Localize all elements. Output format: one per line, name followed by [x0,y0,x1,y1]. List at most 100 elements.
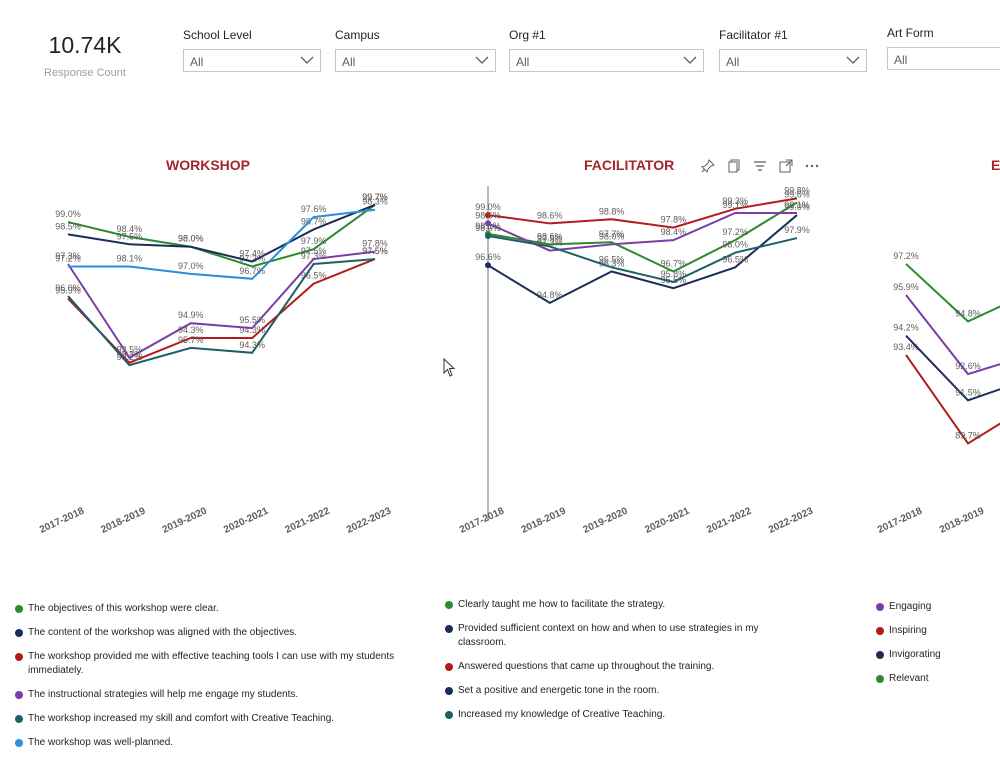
data-label: 96.6% [475,252,501,262]
data-label: 98.4% [661,227,687,237]
data-label: 97.5% [362,246,388,256]
data-label: 94.3% [239,340,265,350]
legend-label: The instructional strategies will help m… [28,689,298,700]
data-label: 92.6% [955,361,981,371]
workshop-legend: The objectives of this workshop were cle… [15,602,415,760]
legend-label: Engaging [889,601,931,612]
legend-marker [876,627,884,635]
legend-item[interactable]: Answered questions that came up througho… [445,660,775,674]
data-label: 97.9% [784,225,810,235]
legend-item[interactable]: Relevant [876,672,996,686]
third-legend: Engaging Inspiring Invigorating Relevant [876,600,996,696]
legend-item[interactable]: Engaging [876,600,996,614]
data-label: 95.7% [178,335,204,345]
legend-label: Invigorating [889,649,941,660]
legend-item[interactable]: The workshop provided me with effective … [15,650,415,678]
data-label: 95.8% [661,269,687,279]
data-label: 93.4% [893,342,919,352]
data-label: 97.8% [661,215,687,225]
data-label: 94.8% [537,290,563,300]
data-label: 99.1% [722,200,748,210]
legend-label: The objectives of this workshop were cle… [28,603,219,614]
legend-label: Provided sufficient context on how and w… [458,623,759,648]
data-label: 99.1% [784,200,810,210]
data-label: 96.7% [661,258,687,268]
legend-item[interactable]: Inspiring [876,624,996,638]
x-tick-label: 2018-2019 [938,505,986,535]
x-tick-label: 2018-2019 [99,505,147,535]
x-tick-label: 2021-2022 [705,505,753,535]
legend-marker [15,653,23,661]
legend-label: Relevant [889,673,928,684]
data-label: 96.0% [55,283,81,293]
legend-item[interactable]: Provided sufficient context on how and w… [445,622,775,650]
x-tick-label: 2021-2022 [284,505,332,535]
legend-marker [445,625,453,633]
legend-marker [445,687,453,695]
x-tick-label: 2020-2021 [643,505,691,535]
legend-marker [15,715,23,723]
legend-marker [15,691,23,699]
legend-marker [15,605,23,613]
legend-label: Set a positive and energetic tone in the… [458,685,659,696]
legend-item[interactable]: Set a positive and energetic tone in the… [445,684,775,698]
data-label: 91.5% [955,387,981,397]
data-label: 98.6% [475,210,501,220]
legend-label: The workshop was well-planned. [28,737,173,748]
x-tick-label: 2019-2020 [582,505,630,535]
data-label: 97.4% [239,249,265,259]
mouse-cursor-icon [443,358,457,378]
data-label: 97.5% [117,231,143,241]
data-label: 97.2% [893,251,919,261]
legend-item[interactable]: The workshop was well-planned. [15,736,415,750]
legend-label: Answered questions that came up througho… [458,661,714,672]
data-label: 98.6% [537,210,563,220]
data-label: 98.5% [55,221,81,231]
x-tick-label: 2018-2019 [520,505,568,535]
data-label: 95.5% [239,315,265,325]
legend-item[interactable]: Clearly taught me how to facilitate the … [445,598,775,612]
data-label: 94.9% [178,310,204,320]
legend-marker [445,711,453,719]
data-label: 94.3% [178,325,204,335]
x-tick-label: 2022-2023 [345,505,393,535]
legend-label: Clearly taught me how to facilitate the … [458,599,665,610]
legend-marker [15,629,23,637]
data-label: 97.5% [537,233,563,243]
legend-label: Increased my knowledge of Creative Teach… [458,709,665,720]
legend-marker [15,739,23,747]
data-label: 97.6% [301,204,327,214]
data-label: 98.0% [599,231,625,241]
legend-item[interactable]: The workshop increased my skill and comf… [15,712,415,726]
legend-item[interactable]: The content of the workshop was aligned … [15,626,415,640]
data-label: 98.8% [599,206,625,216]
data-point [485,233,491,239]
series-line [488,215,797,303]
legend-item[interactable]: Increased my knowledge of Creative Teach… [445,708,775,722]
legend-marker [876,675,884,683]
data-label: 97.9% [301,236,327,246]
data-label: 98.1% [117,253,143,263]
legend-label: The content of the workshop was aligned … [28,627,297,638]
data-label: 93.2% [117,352,143,362]
x-tick-label: 2022-2023 [767,505,815,535]
legend-label: The workshop provided me with effective … [28,651,394,676]
data-label: 99.0% [55,209,81,219]
data-label: 98.0% [475,223,501,233]
facilitator-legend: Clearly taught me how to facilitate the … [445,598,775,732]
x-tick-label: 2020-2021 [222,505,270,535]
data-label: 98.0% [722,240,748,250]
legend-item[interactable]: The instructional strategies will help m… [15,688,415,702]
legend-item[interactable]: The objectives of this workshop were cle… [15,602,415,616]
legend-label: The workshop increased my skill and comf… [28,713,334,724]
legend-item[interactable]: Invigorating [876,648,996,662]
data-label: 98.0% [178,234,204,244]
x-tick-label: 2017-2018 [876,505,924,535]
series-line [68,259,375,365]
series-line [68,210,375,279]
data-label: 98.3% [362,197,388,207]
data-label: 99.8% [784,185,810,195]
legend-marker [445,663,453,671]
legend-marker [876,651,884,659]
charts-canvas: 2017-2018 2018-2019 2019-2020 2020-2021 2021… [0,0,1000,590]
